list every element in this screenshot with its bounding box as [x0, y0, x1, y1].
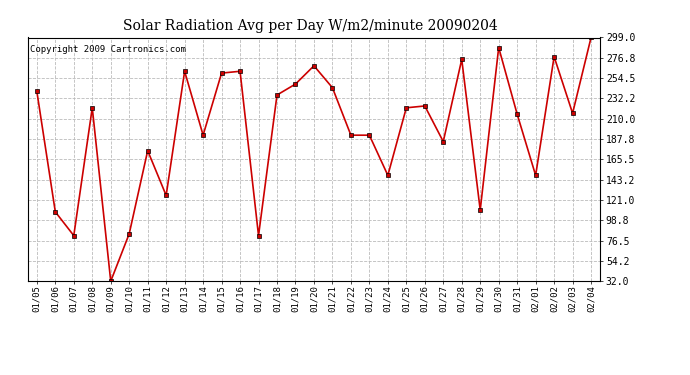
- Text: Solar Radiation Avg per Day W/m2/minute 20090204: Solar Radiation Avg per Day W/m2/minute …: [123, 19, 498, 33]
- Text: Copyright 2009 Cartronics.com: Copyright 2009 Cartronics.com: [30, 45, 186, 54]
